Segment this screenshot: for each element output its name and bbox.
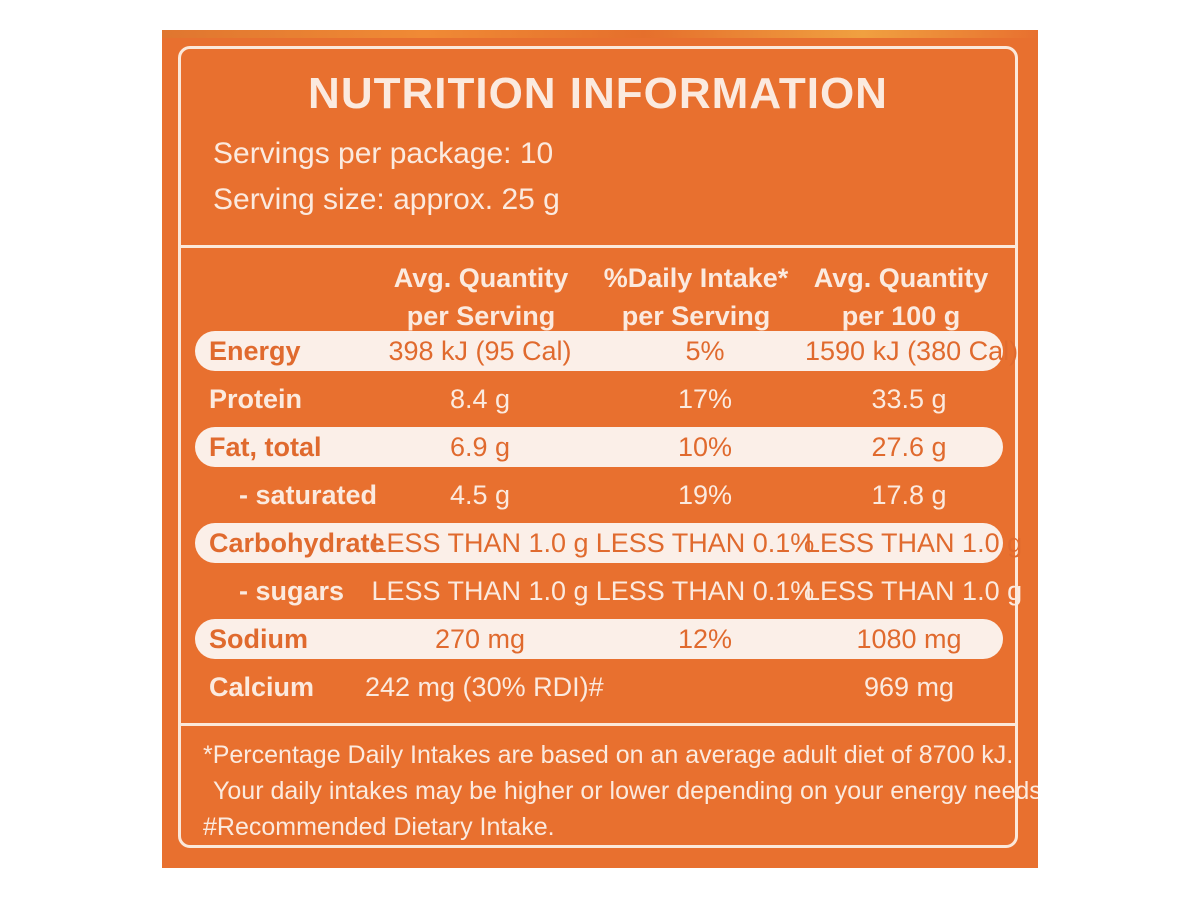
nutrient-name: - sugars bbox=[239, 576, 345, 606]
footnote-rdi: #Recommended Dietary Intake. bbox=[203, 813, 555, 841]
nutrient-row: Fat, total 6.9 g 10% 27.6 g bbox=[195, 427, 1003, 467]
nutrient-name: Fat, total bbox=[209, 432, 322, 462]
footnote-energy-needs: Your daily intakes may be higher or lowe… bbox=[213, 777, 1038, 805]
footnote-daily-intake: *Percentage Daily Intakes are based on a… bbox=[203, 741, 1014, 769]
serving-size: Serving size: approx. 25 g bbox=[213, 183, 560, 216]
nutrient-name: Protein bbox=[209, 384, 303, 414]
daily-intake-value: 19% bbox=[677, 480, 733, 510]
nutrient-row: Calcium 242 mg (30% RDI)# 969 mg bbox=[195, 667, 1003, 707]
nutrient-row: Carbohydrate LESS THAN 1.0 g LESS THAN 0.1… bbox=[195, 523, 1022, 563]
column-header-daily-intake: %Daily Intake* per Serving bbox=[603, 263, 789, 331]
per-100g-value: 969 mg bbox=[863, 672, 955, 702]
daily-intake-value: 12% bbox=[677, 624, 733, 654]
per-100g-value: LESS THAN 1.0 g bbox=[805, 528, 1023, 558]
per-serving-value: 8.4 g bbox=[449, 384, 511, 414]
nutrient-name: - saturated bbox=[239, 480, 378, 510]
nutrient-name: Sodium bbox=[209, 624, 308, 654]
column-header-per-serving: Avg. Quantity per Serving bbox=[393, 263, 569, 331]
torn-edge bbox=[162, 30, 1038, 38]
nutrient-row: Protein 8.4 g 17% 33.5 g bbox=[195, 379, 1003, 419]
daily-intake-value: LESS THAN 0.1% bbox=[595, 528, 815, 558]
daily-intake-value bbox=[595, 667, 815, 707]
daily-intake-value: LESS THAN 0.1% bbox=[595, 576, 815, 606]
column-header-per-100g: Avg. Quantity per 100 g bbox=[813, 263, 989, 331]
per-serving-value: 270 mg bbox=[434, 624, 526, 654]
per-100g-value: 1590 kJ (380 Cal) bbox=[805, 336, 1019, 366]
per-100g-value: LESS THAN 1.0 g bbox=[805, 576, 1023, 606]
per-100g-value: 17.8 g bbox=[871, 480, 947, 510]
daily-intake-value: 5% bbox=[685, 336, 725, 366]
daily-intake-value: 10% bbox=[677, 432, 733, 462]
header-block: NUTRITION INFORMATION Servings per packa… bbox=[181, 49, 1015, 248]
per-serving-value: 6.9 g bbox=[449, 432, 511, 462]
nutrition-card: NUTRITION INFORMATION Servings per packa… bbox=[178, 46, 1038, 848]
per-serving-value: LESS THAN 1.0 g bbox=[371, 528, 589, 558]
nutrient-row: Sodium 270 mg 12% 1080 mg bbox=[195, 619, 1003, 659]
per-serving-value: LESS THAN 1.0 g bbox=[371, 576, 589, 606]
daily-intake-value: 17% bbox=[677, 384, 733, 414]
nutrient-name: Carbohydrate bbox=[209, 528, 385, 558]
per-100g-value: 33.5 g bbox=[871, 384, 947, 414]
per-100g-value: 27.6 g bbox=[871, 432, 947, 462]
nutrient-row: - saturated 4.5 g 19% 17.8 g bbox=[195, 475, 1003, 515]
nutrient-row: - sugars LESS THAN 1.0 g LESS THAN 0.1% LES… bbox=[195, 571, 1022, 611]
nutrient-row: Energy 398 kJ (95 Cal) 5% 1590 kJ (380 Cal) bbox=[195, 331, 1018, 371]
per-serving-value: 4.5 g bbox=[449, 480, 511, 510]
per-serving-value: 242 mg (30% RDI)# bbox=[365, 672, 604, 702]
per-100g-value: 1080 mg bbox=[856, 624, 962, 654]
per-serving-value: 398 kJ (95 Cal) bbox=[388, 336, 572, 366]
nutrition-panel: NUTRITION INFORMATION Servings per packa… bbox=[162, 30, 1038, 868]
servings-per-package: Servings per package: 10 bbox=[213, 137, 554, 170]
footnote-divider bbox=[181, 723, 1015, 726]
nutrient-name: Calcium bbox=[209, 672, 315, 702]
nutrient-name: Energy bbox=[209, 336, 301, 366]
panel-title: NUTRITION INFORMATION bbox=[308, 69, 888, 118]
